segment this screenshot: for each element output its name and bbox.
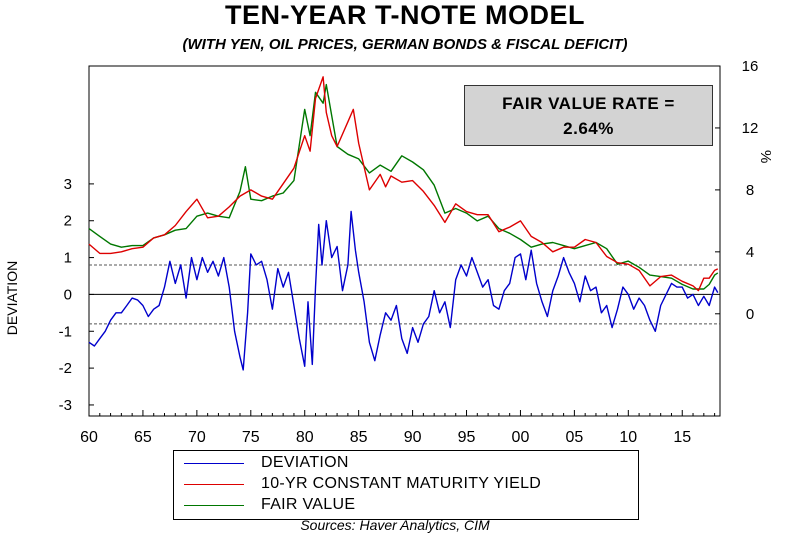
- left-tick-label: -1: [59, 323, 72, 340]
- chart-title: TEN-YEAR T-NOTE MODEL: [225, 0, 585, 30]
- x-tick-label: 75: [242, 429, 260, 446]
- sources-note: Sources: Haver Analytics, CIM: [300, 517, 490, 533]
- fair-value-box: FAIR VALUE RATE = 2.64%: [464, 85, 713, 146]
- series-line-yield: [88, 76, 719, 292]
- legend-label-deviation: DEVIATION: [261, 454, 349, 471]
- right-tick-label: 4: [746, 244, 754, 261]
- left-tick-label: 1: [64, 250, 72, 267]
- legend-label-yield: 10-YR CONSTANT MATURITY YIELD: [261, 475, 542, 492]
- right-tick-label: 16: [742, 58, 759, 75]
- x-tick-label: 00: [512, 429, 530, 446]
- series-line-deviation: [88, 210, 719, 371]
- left-tick-label: 2: [64, 213, 72, 230]
- legend-swatch-yield: [184, 484, 244, 485]
- chart-subtitle: (WITH YEN, OIL PRICES, GERMAN BONDS & FI…: [182, 36, 628, 53]
- x-tick-label: 60: [80, 429, 98, 446]
- left-axis-ticks: -3 -2 -1 0 1 2 3: [59, 176, 94, 414]
- x-tick-label: 95: [458, 429, 476, 446]
- right-axis-label: %: [757, 150, 774, 164]
- x-axis-ticks: 60 65 70 75 80 85 90 95 00 05 10 15: [80, 410, 716, 446]
- x-tick-label: 70: [188, 429, 206, 446]
- left-tick-label: -2: [59, 360, 72, 377]
- right-axis-ticks: 0 4 8 12 16: [715, 58, 758, 323]
- x-tick-label: 80: [296, 429, 314, 446]
- left-tick-label: -3: [59, 397, 72, 414]
- x-tick-label: 10: [619, 429, 637, 446]
- legend-item-deviation: DEVIATION: [184, 453, 634, 473]
- x-tick-label: 65: [134, 429, 152, 446]
- series-layer: [88, 76, 719, 371]
- legend-swatch-deviation: [184, 463, 244, 464]
- x-tick-label: 85: [350, 429, 368, 446]
- legend-item-yield: 10-YR CONSTANT MATURITY YIELD: [184, 474, 634, 494]
- legend: DEVIATION 10-YR CONSTANT MATURITY YIELD …: [173, 450, 639, 520]
- left-tick-label: 3: [64, 176, 72, 193]
- right-tick-label: 0: [746, 306, 754, 323]
- x-tick-label: 05: [565, 429, 583, 446]
- reference-lines: [89, 264, 720, 325]
- legend-item-fair-value: FAIR VALUE: [184, 495, 634, 515]
- right-tick-label: 8: [746, 182, 754, 199]
- right-tick-label: 12: [742, 120, 759, 137]
- x-tick-label: 15: [673, 429, 691, 446]
- left-tick-label: 0: [64, 286, 72, 303]
- fair-value-box-line1: FAIR VALUE RATE =: [502, 94, 675, 113]
- legend-swatch-fair-value: [184, 505, 244, 506]
- x-tick-label: 90: [404, 429, 422, 446]
- left-axis-label: DEVIATION: [4, 260, 20, 336]
- legend-label-fair-value: FAIR VALUE: [261, 496, 356, 513]
- fair-value-box-line2: 2.64%: [563, 119, 614, 138]
